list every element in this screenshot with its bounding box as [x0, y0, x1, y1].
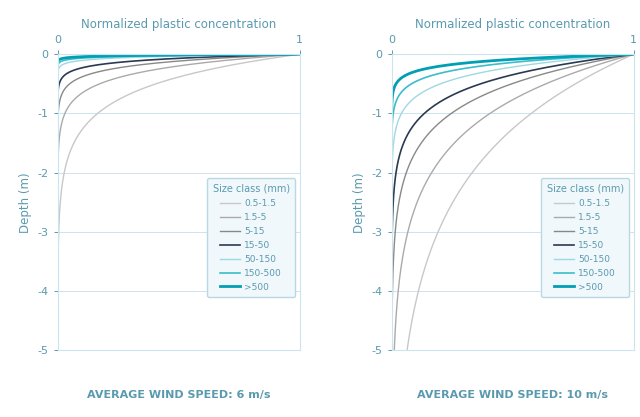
Title: Normalized plastic concentration: Normalized plastic concentration [415, 18, 610, 31]
Legend: 0.5-1.5, 1.5-5, 5-15, 15-50, 50-150, 150-500, >500: 0.5-1.5, 1.5-5, 5-15, 15-50, 50-150, 150… [541, 178, 629, 297]
Y-axis label: Depth (m): Depth (m) [19, 172, 32, 233]
Text: AVERAGE WIND SPEED: 10 m/s: AVERAGE WIND SPEED: 10 m/s [417, 390, 608, 400]
Legend: 0.5-1.5, 1.5-5, 5-15, 15-50, 50-150, 150-500, >500: 0.5-1.5, 1.5-5, 5-15, 15-50, 50-150, 150… [207, 178, 295, 297]
Y-axis label: Depth (m): Depth (m) [353, 172, 366, 233]
Text: AVERAGE WIND SPEED: 6 m/s: AVERAGE WIND SPEED: 6 m/s [87, 390, 270, 400]
Title: Normalized plastic concentration: Normalized plastic concentration [81, 18, 276, 31]
